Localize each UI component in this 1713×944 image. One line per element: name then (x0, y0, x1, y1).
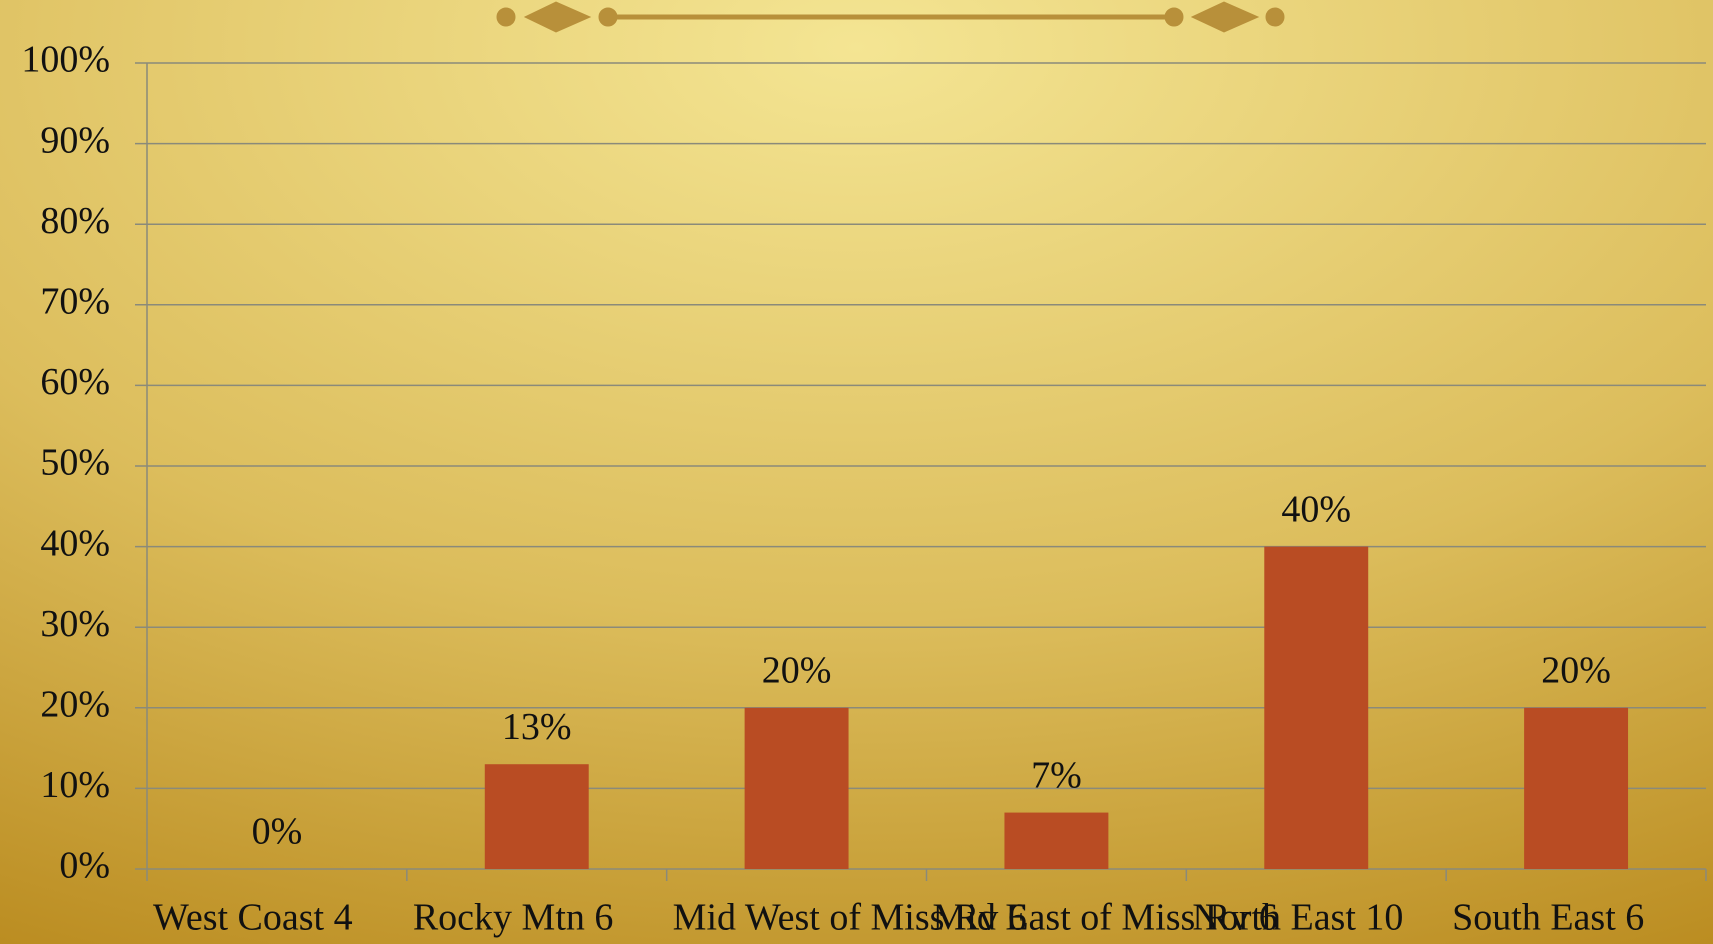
bar (1264, 546, 1369, 869)
y-tick-label: 50% (40, 442, 110, 484)
bar (744, 707, 849, 869)
data-label: 7% (1031, 754, 1082, 796)
y-tick-label: 90% (40, 119, 110, 161)
data-label: 20% (762, 650, 832, 692)
ornament (496, 1, 1285, 33)
y-tick-label: 40% (40, 522, 110, 564)
y-tick-label: 30% (40, 603, 110, 645)
bar (1524, 707, 1629, 869)
data-label: 0% (252, 811, 303, 853)
bar (484, 764, 589, 869)
y-tick-label: 100% (21, 39, 110, 81)
data-label: 40% (1281, 488, 1351, 530)
x-tick-label: Rocky Mtn 6 (413, 897, 614, 939)
y-tick-label: 0% (59, 845, 110, 887)
x-tick-label: West Coast 4 (153, 897, 353, 939)
y-tick-label: 20% (40, 684, 110, 726)
data-label: 20% (1541, 650, 1611, 692)
y-tick-label: 70% (40, 281, 110, 323)
y-tick-label: 10% (40, 764, 110, 806)
x-tick-label: North East 10 (1192, 897, 1403, 939)
x-tick-label: Mid East of Miss Rv 6 (933, 897, 1278, 939)
y-tick-label: 80% (40, 200, 110, 242)
y-tick-label: 60% (40, 361, 110, 403)
x-tick-label: Mid West of Miss Rv 6 (673, 897, 1027, 939)
data-label: 13% (502, 706, 572, 748)
bar (1004, 812, 1109, 869)
x-tick-label: South East 6 (1452, 897, 1644, 939)
